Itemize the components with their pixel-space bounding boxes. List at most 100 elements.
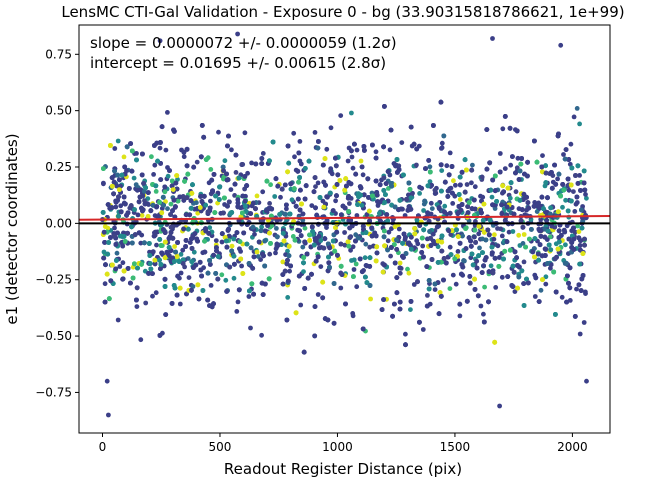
scatter-point — [134, 151, 139, 156]
scatter-point — [284, 206, 289, 212]
scatter-point — [539, 164, 545, 170]
scatter-point — [461, 258, 467, 264]
scatter-point — [274, 244, 280, 249]
scatter-point — [267, 251, 273, 257]
scatter-point — [397, 260, 403, 266]
scatter-point — [206, 230, 212, 236]
scatter-point — [349, 110, 354, 116]
scatter-point — [363, 274, 368, 280]
scatter-point — [342, 187, 348, 193]
scatter-point — [555, 176, 560, 182]
scatter-point — [152, 162, 158, 168]
scatter-point — [384, 212, 390, 218]
scatter-point — [516, 274, 522, 280]
scatter-point — [476, 253, 481, 259]
scatter-point — [355, 202, 360, 207]
scatter-point — [303, 183, 309, 189]
scatter-point — [562, 229, 568, 235]
scatter-point — [148, 266, 154, 272]
scatter-point — [173, 204, 178, 210]
scatter-point — [205, 270, 211, 276]
scatter-point — [563, 197, 568, 203]
scatter-point — [183, 238, 189, 243]
scatter-point — [548, 205, 554, 211]
scatter-point — [229, 248, 235, 254]
scatter-point — [153, 183, 159, 189]
scatter-point — [291, 186, 297, 192]
scatter-point — [377, 211, 382, 216]
scatter-point — [141, 189, 147, 194]
scatter-point — [525, 159, 530, 165]
scatter-point — [578, 188, 583, 193]
scatter-point — [168, 230, 174, 235]
scatter-point — [213, 238, 219, 244]
scatter-point — [226, 133, 231, 139]
scatter-point — [211, 172, 217, 177]
scatter-point — [229, 243, 235, 249]
scatter-point — [318, 264, 324, 269]
scatter-point — [449, 164, 455, 169]
scatter-point — [545, 195, 550, 201]
scatter-point — [231, 236, 237, 242]
scatter-point — [297, 228, 302, 234]
scatter-point — [237, 239, 243, 245]
scatter-point — [162, 230, 168, 236]
scatter-point — [486, 299, 491, 305]
scatter-point — [147, 261, 153, 266]
scatter-point — [215, 200, 221, 206]
scatter-point — [494, 199, 499, 204]
scatter-point — [576, 282, 582, 288]
scatter-point — [226, 199, 232, 205]
scatter-point — [259, 332, 264, 338]
scatter-point — [216, 129, 221, 135]
scatter-point — [457, 174, 463, 180]
scatter-point — [346, 194, 351, 199]
scatter-point — [231, 253, 237, 259]
scatter-point — [153, 189, 159, 194]
scatter-point — [249, 160, 255, 166]
scatter-point — [469, 206, 475, 212]
scatter-point — [517, 197, 523, 203]
scatter-point — [131, 175, 137, 181]
scatter-point — [536, 200, 541, 206]
scatter-point — [450, 201, 456, 206]
scatter-point — [558, 193, 563, 199]
scatter-point — [492, 339, 498, 345]
scatter-point — [134, 297, 139, 303]
scatter-point — [456, 204, 462, 209]
scatter-point — [181, 149, 187, 155]
scatter-point — [307, 232, 312, 238]
scatter-point — [439, 145, 445, 151]
scatter-points — [100, 31, 589, 418]
scatter-point — [467, 280, 473, 286]
scatter-point — [429, 182, 434, 188]
scatter-point — [491, 236, 497, 242]
scatter-point — [258, 257, 263, 262]
scatter-point — [256, 239, 262, 245]
scatter-point — [211, 301, 216, 307]
scatter-point — [373, 233, 379, 239]
scatter-point — [312, 304, 318, 309]
scatter-point — [199, 273, 205, 279]
scatter-point — [484, 127, 490, 132]
scatter-point — [374, 192, 380, 198]
scatter-point — [521, 303, 527, 308]
scatter-point — [166, 253, 172, 258]
scatter-point — [492, 188, 498, 194]
scatter-point — [358, 192, 363, 198]
scatter-point — [419, 185, 425, 191]
scatter-point — [469, 251, 475, 257]
scatter-point — [134, 157, 139, 163]
scatter-point — [377, 218, 383, 224]
scatter-point — [262, 281, 268, 287]
scatter-point — [396, 167, 402, 173]
scatter-point — [427, 164, 433, 170]
scatter-point — [436, 311, 442, 317]
scatter-point — [242, 204, 248, 209]
scatter-point — [128, 203, 134, 209]
scatter-point — [250, 200, 256, 206]
scatter-point — [306, 158, 312, 164]
scatter-point — [366, 195, 371, 200]
scatter-point — [382, 243, 387, 249]
scatter-point — [568, 182, 574, 188]
